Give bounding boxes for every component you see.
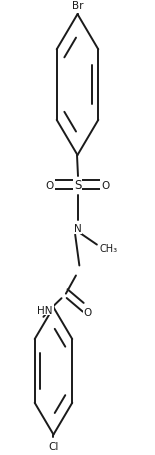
Text: O: O — [45, 180, 54, 190]
Text: Br: Br — [72, 1, 83, 11]
Text: S: S — [74, 179, 81, 192]
Text: O: O — [83, 307, 92, 317]
Text: N: N — [74, 223, 81, 233]
Text: O: O — [101, 180, 110, 190]
Text: Cl: Cl — [48, 441, 59, 451]
Text: HN: HN — [37, 305, 53, 315]
Text: CH₃: CH₃ — [100, 244, 118, 253]
